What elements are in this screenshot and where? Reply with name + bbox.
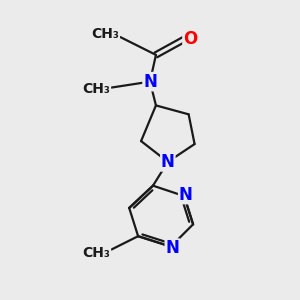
- Text: N: N: [143, 73, 157, 91]
- Text: N: N: [165, 239, 179, 257]
- Text: N: N: [161, 153, 175, 171]
- Text: N: N: [179, 186, 193, 204]
- Text: CH₃: CH₃: [92, 27, 119, 41]
- Text: CH₃: CH₃: [82, 245, 110, 260]
- Text: O: O: [183, 29, 197, 47]
- Text: CH₃: CH₃: [82, 82, 110, 96]
